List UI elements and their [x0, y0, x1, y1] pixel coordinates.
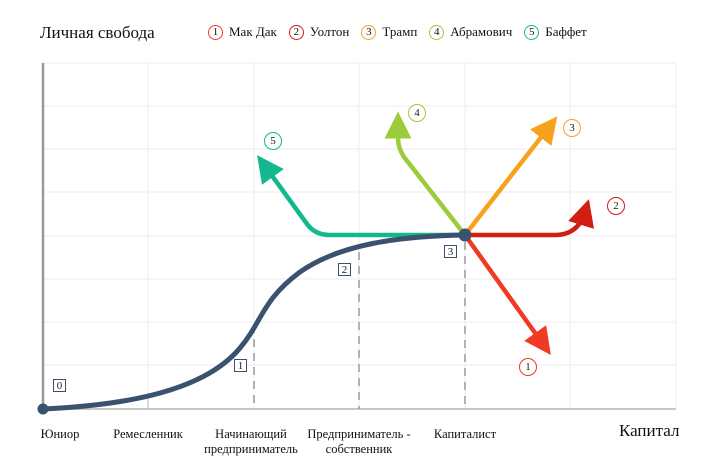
- legend-label: Трамп: [382, 24, 418, 39]
- branch-badge-3: 3: [563, 119, 581, 137]
- hub-point: [458, 228, 472, 242]
- legend-item-baffet: 5 Баффет: [524, 24, 587, 40]
- legend-circle-icon: 4: [429, 24, 445, 40]
- legend-label: Мак Дак: [229, 24, 277, 39]
- legend-circle-icon: 1: [208, 24, 223, 40]
- legend-circle-icon: 2: [288, 24, 304, 40]
- legend: 1 Мак Дак 2 Уолтон 3 Трамп 4 Абрамович 5…: [208, 24, 599, 40]
- legend-circle-icon: 3: [361, 24, 377, 40]
- main-career-curve: [40, 232, 468, 412]
- x-label-junior: Юниор: [40, 427, 80, 441]
- y-axis-title: Личная свобода: [40, 23, 155, 42]
- branch-badge-4: 4: [408, 104, 426, 122]
- branch-1-makdak: [463, 233, 551, 355]
- branch-badge-2: 2: [607, 197, 625, 215]
- x-label-owner-entrepreneur: Предприниматель - собственник: [307, 427, 411, 456]
- legend-item-abramovich: 4 Абрамович: [429, 24, 512, 40]
- legend-item-trump: 3 Трамп: [361, 24, 417, 40]
- x-label-beginner-entrepreneur: Начинающий предприниматель: [204, 427, 298, 456]
- branch-4-abramovich: [384, 111, 467, 237]
- branch-2-walton: [465, 199, 594, 238]
- start-point: [37, 403, 49, 415]
- legend-label: Баффет: [545, 24, 587, 39]
- stage-dashes: [253, 242, 466, 409]
- x-axis-title: Капитал: [619, 421, 680, 440]
- legend-item-makdak: 1 Мак Дак: [208, 24, 277, 40]
- branch-badge-1: 1: [519, 358, 537, 376]
- legend-label: Уолтон: [309, 24, 350, 39]
- legend-item-walton: 2 Уолтон: [288, 24, 350, 40]
- x-label-craftsman: Ремесленник: [113, 427, 183, 441]
- stage-badge-0: 0: [53, 379, 66, 392]
- legend-circle-icon: 5: [524, 24, 540, 40]
- stage-badge-1: 1: [234, 359, 247, 372]
- branch-badge-5: 5: [264, 132, 282, 150]
- stage-badge-3: 3: [444, 245, 457, 258]
- x-label-capitalist: Капиталист: [433, 427, 497, 441]
- branch-3-trump: [463, 116, 558, 237]
- legend-label: Абрамович: [450, 24, 513, 39]
- stage-badge-2: 2: [338, 263, 351, 276]
- branch-5-baffet: [257, 155, 465, 238]
